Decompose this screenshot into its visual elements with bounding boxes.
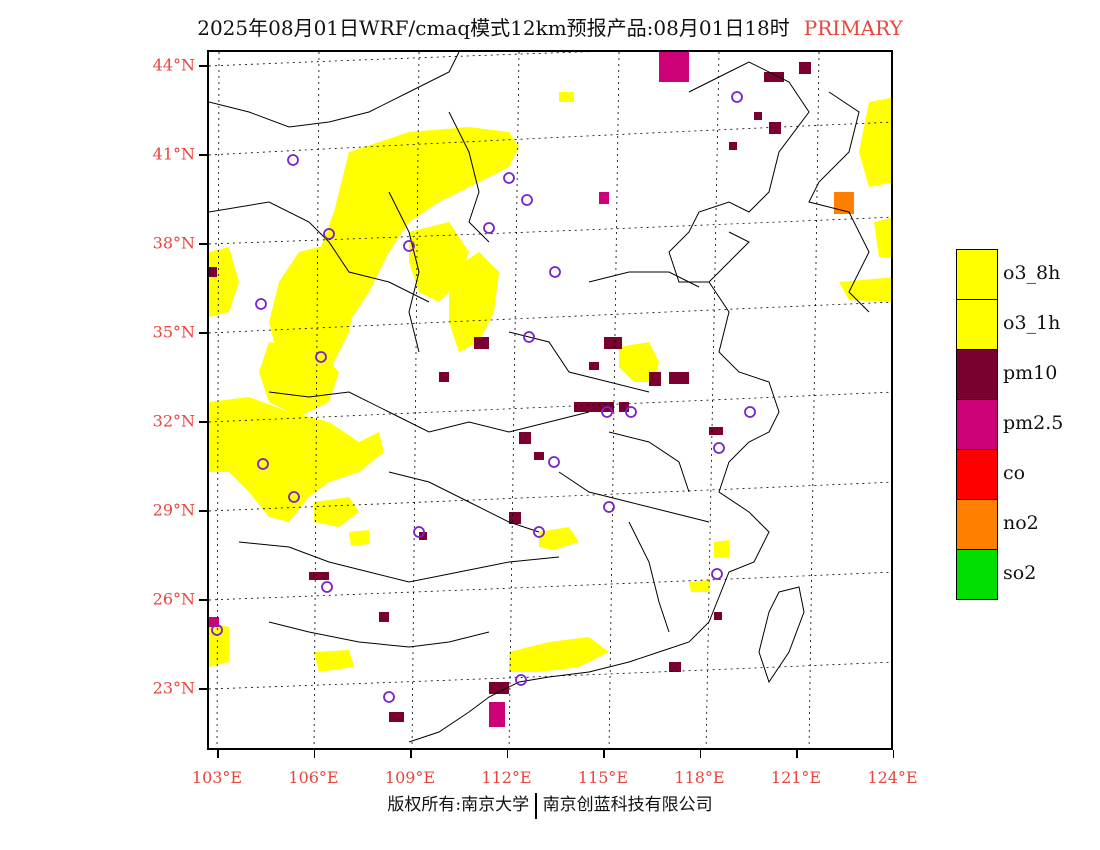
longitude-tick — [892, 750, 894, 758]
latitude-label: 32°N — [152, 411, 195, 431]
o3-patches — [209, 92, 891, 672]
latitude-tick — [199, 65, 207, 67]
legend-label: pm10 — [1003, 362, 1058, 384]
legend-label: co — [1003, 462, 1026, 484]
legend-swatch: pm2.5 — [956, 399, 1063, 449]
legend-swatch: so2 — [956, 549, 1036, 600]
latitude-label: 26°N — [152, 589, 195, 609]
longitude-label: 121°E — [770, 768, 822, 787]
longitude-tick — [313, 750, 315, 758]
legend-swatch: o3_8h — [956, 249, 1060, 299]
longitude-label: 103°E — [191, 768, 243, 787]
longitude-tick — [410, 750, 412, 758]
longitude-tick — [699, 750, 701, 758]
longitude-label: 106°E — [288, 768, 339, 787]
latitude-label: 23°N — [152, 678, 195, 698]
latitude-label: 41°N — [152, 144, 195, 164]
footer-separator — [535, 792, 537, 819]
boundaries — [209, 52, 870, 743]
copyright-left: 版权所有:南京大学 — [387, 795, 530, 815]
longitude-label: 112°E — [481, 768, 532, 787]
latitude-label: 29°N — [152, 500, 195, 520]
legend-label: pm2.5 — [1003, 412, 1064, 434]
legend-label: no2 — [1003, 512, 1039, 534]
longitude-label: 118°E — [674, 768, 725, 787]
longitude-tick — [796, 750, 798, 758]
map-canvas — [209, 52, 891, 748]
longitude-label: 115°E — [577, 768, 629, 787]
no2-patches — [834, 192, 854, 214]
latitude-tick — [199, 688, 207, 690]
legend-label: so2 — [1003, 562, 1037, 584]
latitude-tick — [199, 154, 207, 156]
graticule — [209, 52, 891, 748]
map-title: 2025年08月01日WRF/cmaq模式12km预报产品:08月01日18时 P… — [0, 12, 1100, 41]
copyright-right: 南京创蓝科技有限公司 — [542, 795, 713, 815]
legend-swatch: no2 — [956, 499, 1039, 549]
longitude-tick — [506, 750, 508, 758]
latitude-label: 35°N — [152, 322, 195, 342]
longitude-label: 109°E — [384, 768, 436, 787]
longitude-tick — [217, 750, 219, 758]
map-panel — [207, 50, 893, 750]
legend-label: o3_8h — [1003, 262, 1061, 284]
legend-label: o3_1h — [1003, 312, 1061, 334]
city-markers — [211, 91, 756, 703]
longitude-tick — [603, 750, 605, 758]
latitude-label: 38°N — [152, 233, 195, 253]
copyright-footer: 版权所有:南京大学 南京创蓝科技有限公司 — [0, 790, 1100, 819]
legend: o3_8h o3_1h pm10 pm2.5 co no2 so2 — [956, 249, 1063, 600]
latitude-tick — [199, 510, 207, 512]
latitude-tick — [199, 332, 207, 334]
latitude-tick — [199, 243, 207, 245]
latitude-tick — [199, 599, 207, 601]
legend-swatch: co — [956, 449, 1025, 499]
legend-swatch: pm10 — [956, 349, 1057, 399]
latitude-label: 44°N — [152, 55, 195, 75]
primary-tag: PRIMARY — [803, 16, 903, 40]
pm25-patches — [209, 52, 689, 727]
map-title-text: 2025年08月01日WRF/cmaq模式12km预报产品:08月01日18时 — [197, 16, 790, 40]
legend-swatch: o3_1h — [956, 299, 1060, 349]
longitude-label: 124°E — [867, 768, 918, 787]
latitude-tick — [199, 421, 207, 423]
